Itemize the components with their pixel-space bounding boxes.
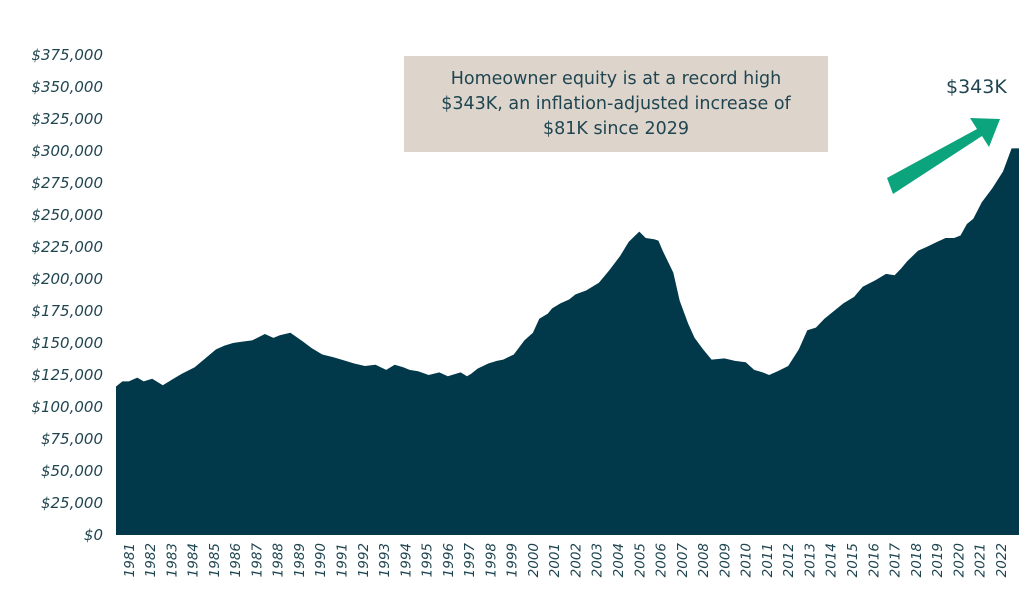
x-tick-label: 2003	[590, 543, 606, 577]
y-tick-label: $150,000	[31, 334, 103, 352]
y-tick-label: $25,000	[41, 494, 103, 512]
x-tick-label: 2020	[951, 543, 967, 577]
x-tick-label: 1991	[335, 543, 351, 577]
end-value-label: $343K	[946, 76, 1007, 98]
y-tick-label: $250,000	[31, 206, 103, 224]
x-tick-label: 2012	[781, 543, 797, 577]
x-tick-label: 1990	[313, 543, 329, 577]
x-tick-label: 2022	[994, 543, 1010, 577]
x-tick-label: 1987	[249, 543, 265, 578]
x-tick-label: 1989	[292, 543, 308, 577]
y-tick-label: $275,000	[31, 174, 103, 192]
y-tick-label: $200,000	[31, 270, 103, 288]
x-tick-label: 1996	[441, 543, 457, 577]
y-tick-label: $225,000	[31, 238, 103, 256]
x-tick-label: 2002	[569, 543, 585, 577]
x-tick-label: 2010	[739, 543, 755, 577]
x-tick-label: 2004	[611, 543, 627, 577]
x-tick-label: 2013	[803, 543, 819, 577]
x-tick-label: 1985	[207, 543, 223, 577]
x-tick-label: 2019	[930, 543, 946, 577]
y-tick-label: $375,000	[31, 46, 103, 64]
y-tick-label: $175,000	[31, 302, 103, 320]
x-tick-label: 2014	[824, 543, 840, 577]
y-tick-label: $325,000	[31, 110, 103, 128]
x-tick-label: 2021	[973, 543, 989, 577]
x-tick-label: 1994	[398, 543, 414, 577]
callout-text: Homeowner equity is at a record high $34…	[441, 68, 791, 139]
y-tick-label: $100,000	[31, 398, 103, 416]
x-tick-label: 1993	[377, 543, 393, 577]
x-tick-label: 2016	[866, 543, 882, 577]
up-arrow-icon	[887, 118, 1000, 194]
x-tick-label: 1984	[186, 543, 202, 577]
equity-area	[116, 148, 1019, 535]
x-axis: 1981 1982 1983 1984 1985 1986 1987 1988 1989 1990…	[122, 543, 1010, 578]
x-tick-label: 1982	[143, 543, 159, 577]
y-tick-label: $125,000	[31, 366, 103, 384]
x-tick-label: 1986	[228, 543, 244, 577]
x-tick-label: 2018	[909, 543, 925, 577]
x-tick-label: 1999	[505, 543, 521, 577]
x-tick-label: 2008	[696, 543, 712, 577]
x-tick-label: 2006	[654, 543, 670, 577]
x-tick-label: 1997	[462, 543, 478, 578]
x-tick-label: 2005	[632, 543, 648, 577]
x-tick-label: 2015	[845, 543, 861, 577]
x-tick-label: 2000	[526, 543, 542, 577]
x-tick-label: 1988	[271, 543, 287, 577]
x-tick-label: 1998	[483, 543, 499, 577]
y-axis: $0 $25,000 $50,000 $75,000 $100,000 $125,000 $…	[31, 46, 103, 544]
y-tick-label: $50,000	[41, 462, 103, 480]
x-tick-label: 1983	[164, 543, 180, 577]
x-tick-label: 1995	[420, 543, 436, 577]
y-tick-label: $300,000	[31, 142, 103, 160]
x-tick-label: 2001	[547, 543, 563, 577]
x-tick-label: 2011	[760, 543, 776, 577]
y-tick-label: $75,000	[41, 430, 103, 448]
annotation-callout: Homeowner equity is at a record high $34…	[404, 56, 828, 152]
x-tick-label: 2009	[717, 543, 733, 577]
x-tick-label: 1992	[356, 543, 372, 577]
x-tick-label: 2017	[888, 543, 904, 578]
x-tick-label: 2007	[675, 543, 691, 578]
y-tick-label: $350,000	[31, 78, 103, 96]
y-tick-label: $0	[84, 526, 103, 544]
x-tick-label: 1981	[122, 543, 138, 577]
